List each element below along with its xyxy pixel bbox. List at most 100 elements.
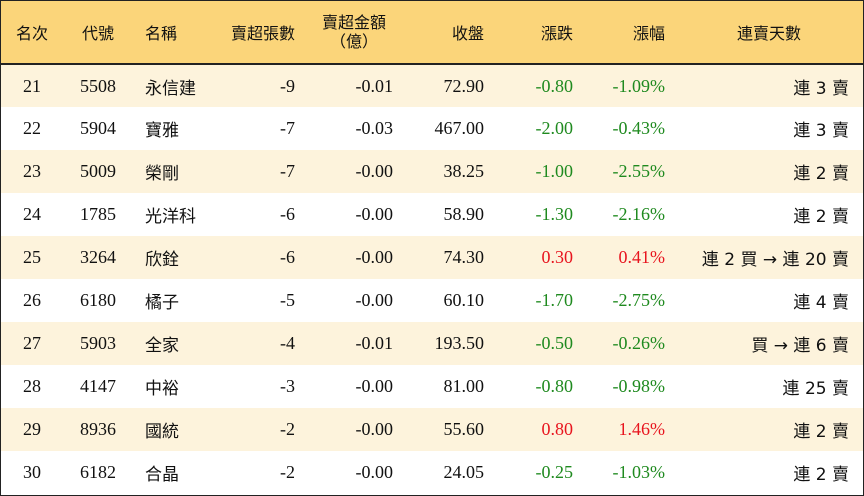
net-sell-amount-cell: -0.00 <box>355 204 394 224</box>
table-row: 21 5508 永信建 -9 -0.01 72.90 -0.80 -1.09% … <box>1 64 863 107</box>
net-sell-lots-cell: -9 <box>280 75 295 96</box>
stock-code-cell: 6182 <box>80 462 116 482</box>
change-pct-cell: -1.09% <box>612 75 666 96</box>
close-price-cell: 58.90 <box>443 204 485 224</box>
table-row: 23 5009 榮剛 -7 -0.00 38.25 -1.00 -2.55% 連… <box>1 150 863 193</box>
rank-cell: 26 <box>23 290 41 310</box>
stock-code-cell: 5009 <box>80 161 116 181</box>
net-sell-lots-cell: -6 <box>280 204 295 224</box>
table-row: 28 4147 中裕 -3 -0.00 81.00 -0.80 -0.98% 連… <box>1 365 863 408</box>
net-sell-amount-cell: -0.00 <box>355 376 394 396</box>
sell-streak-cell: 連 2 賣 <box>793 422 849 442</box>
stock-name-cell: 合晶 <box>145 465 179 485</box>
net-sell-amount-cell: -0.00 <box>355 419 394 439</box>
stock-code-cell: 4147 <box>80 376 116 396</box>
stock-code-cell: 6180 <box>80 290 116 310</box>
net-sell-lots-cell: -3 <box>280 376 295 396</box>
stock-code-cell: 5904 <box>80 118 116 138</box>
sell-streak-cell: 買 → 連 6 賣 <box>751 336 849 356</box>
table-header: 名次 代號 名稱 賣超張數 賣超金額 （億） 收盤 漲跌 漲幅 連賣天數 <box>1 1 863 65</box>
header-rank: 名次 <box>1 1 63 65</box>
net-sell-lots-cell: -2 <box>280 462 295 482</box>
stock-name-cell: 全家 <box>145 336 179 356</box>
table-row: 29 8936 國統 -2 -0.00 55.60 0.80 1.46% 連 2… <box>1 408 863 451</box>
change-pct-cell: -2.16% <box>612 204 666 224</box>
stock-name-cell: 榮剛 <box>145 164 179 184</box>
close-price-cell: 24.05 <box>443 462 485 482</box>
sell-streak-cell: 連 3 賣 <box>793 78 849 99</box>
price-change-cell: -0.80 <box>535 376 574 396</box>
stock-code-cell: 3264 <box>80 247 116 267</box>
net-sell-amount-cell: -0.00 <box>355 247 394 267</box>
header-code: 代號 <box>63 1 133 65</box>
rank-cell: 25 <box>23 247 41 267</box>
stock-code-cell: 8936 <box>80 419 116 439</box>
close-price-cell: 193.50 <box>434 333 485 353</box>
header-name: 名稱 <box>133 1 215 65</box>
price-change-cell: -0.25 <box>535 462 574 482</box>
table-row: 22 5904 寶雅 -7 -0.03 467.00 -2.00 -0.43% … <box>1 107 863 150</box>
table-body: 21 5508 永信建 -9 -0.01 72.90 -0.80 -1.09% … <box>1 64 863 494</box>
close-price-cell: 55.60 <box>443 419 485 439</box>
net-sell-amount-cell: -0.00 <box>355 290 394 310</box>
close-price-cell: 467.00 <box>434 118 485 138</box>
net-sell-lots-cell: -5 <box>280 290 295 310</box>
table-row: 24 1785 光洋科 -6 -0.00 58.90 -1.30 -2.16% … <box>1 193 863 236</box>
table-row: 27 5903 全家 -4 -0.01 193.50 -0.50 -0.26% … <box>1 322 863 365</box>
net-sell-amount-cell: -0.00 <box>355 462 394 482</box>
price-change-cell: -0.80 <box>535 75 574 96</box>
close-price-cell: 72.90 <box>443 75 485 96</box>
header-sell-streak: 連賣天數 <box>675 1 863 65</box>
change-pct-cell: -2.55% <box>612 161 666 181</box>
header-change-pct: 漲幅 <box>583 1 675 65</box>
rank-cell: 30 <box>23 462 41 482</box>
stock-name-cell: 光洋科 <box>145 207 196 227</box>
price-change-cell: -0.50 <box>535 333 574 353</box>
change-pct-cell: -0.26% <box>612 333 666 353</box>
close-price-cell: 74.30 <box>443 247 485 267</box>
table-row: 25 3264 欣銓 -6 -0.00 74.30 0.30 0.41% 連 2… <box>1 236 863 279</box>
stock-name-cell: 國統 <box>145 422 179 442</box>
change-pct-cell: -0.43% <box>612 118 666 138</box>
table-row: 30 6182 合晶 -2 -0.00 24.05 -0.25 -1.03% 連… <box>1 451 863 494</box>
net-sell-lots-cell: -6 <box>280 247 295 267</box>
table-row: 26 6180 橘子 -5 -0.00 60.10 -1.70 -2.75% 連… <box>1 279 863 322</box>
price-change-cell: -2.00 <box>535 118 574 138</box>
net-sell-amount-cell: -0.01 <box>355 333 394 353</box>
change-pct-cell: -0.98% <box>612 376 666 396</box>
sell-streak-cell: 連 2 賣 <box>793 465 849 485</box>
net-sell-lots-cell: -4 <box>280 333 295 353</box>
net-sell-lots-cell: -7 <box>280 161 295 181</box>
sell-streak-cell: 連 25 賣 <box>782 379 849 399</box>
rank-cell: 22 <box>23 118 41 138</box>
sell-streak-cell: 連 2 買 → 連 20 賣 <box>701 250 849 270</box>
net-sell-amount-cell: -0.01 <box>355 75 394 96</box>
stock-name-cell: 橘子 <box>145 293 179 313</box>
header-net-sell-amount-line1: 賣超金額 <box>321 13 386 32</box>
rank-cell: 23 <box>23 161 41 181</box>
stock-code-cell: 5903 <box>80 333 116 353</box>
header-net-sell-amount-line2: （億） <box>329 32 378 51</box>
stock-code-cell: 1785 <box>80 204 116 224</box>
sell-streak-cell: 連 4 賣 <box>793 293 849 313</box>
header-close: 收盤 <box>403 1 494 65</box>
change-pct-cell: 0.41% <box>618 247 666 267</box>
sell-streak-cell: 連 3 賣 <box>793 121 849 141</box>
price-change-cell: 0.30 <box>541 247 574 267</box>
header-change: 漲跌 <box>494 1 583 65</box>
rank-cell: 29 <box>23 419 41 439</box>
net-sell-lots-cell: -2 <box>280 419 295 439</box>
sell-streak-cell: 連 2 賣 <box>793 164 849 184</box>
stock-name-cell: 寶雅 <box>145 121 179 141</box>
rank-cell: 24 <box>23 204 41 224</box>
price-change-cell: 0.80 <box>541 419 574 439</box>
price-change-cell: -1.70 <box>535 290 574 310</box>
close-price-cell: 81.00 <box>443 376 485 396</box>
net-sell-amount-cell: -0.00 <box>355 161 394 181</box>
change-pct-cell: 1.46% <box>618 419 666 439</box>
change-pct-cell: -2.75% <box>612 290 666 310</box>
sell-streak-cell: 連 2 賣 <box>793 207 849 227</box>
rank-cell: 27 <box>23 333 41 353</box>
